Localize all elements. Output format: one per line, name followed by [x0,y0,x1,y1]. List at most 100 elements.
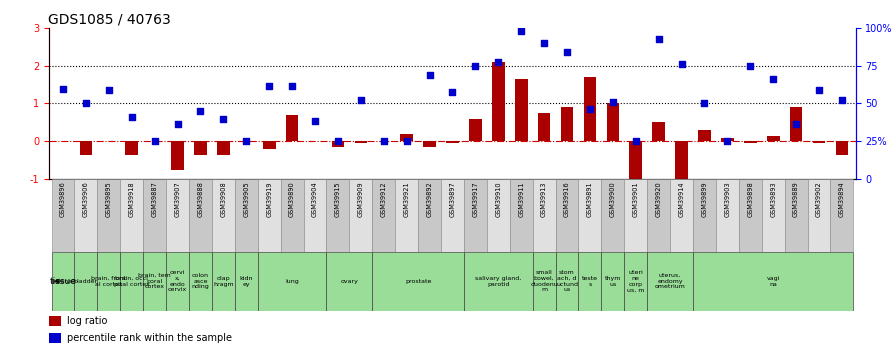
Bar [721,138,734,141]
Text: cervi
x,
endo
cervix: cervi x, endo cervix [168,270,187,292]
Text: lung: lung [285,279,299,284]
Point [422,72,436,78]
Bar [693,179,716,252]
Bar [373,179,395,252]
Bar [166,179,189,252]
Text: GSM39897: GSM39897 [450,181,455,217]
Bar [464,179,487,252]
Point [194,108,208,114]
Bar [280,179,304,252]
Bar [143,252,166,310]
Bar [789,107,803,141]
Text: kidn
ey: kidn ey [239,276,253,287]
Bar [556,179,579,252]
Bar [739,179,762,252]
Bar [670,179,693,252]
Bar [579,179,601,252]
Point [514,29,529,34]
Bar [446,141,459,144]
Bar [625,179,647,252]
Point [582,106,597,112]
Point [720,139,735,144]
Text: GSM39903: GSM39903 [724,181,730,217]
Bar [744,141,756,144]
Bar [120,179,143,252]
Point [148,139,162,144]
Bar [125,141,138,155]
Point [285,83,299,88]
Bar [532,252,556,310]
Bar [194,141,207,155]
Point [400,139,414,144]
Text: GSM39918: GSM39918 [129,181,134,217]
Text: tissue: tissue [50,277,77,286]
Bar [189,179,212,252]
Bar [807,179,831,252]
Bar [601,179,625,252]
Bar [143,179,166,252]
Text: uterus,
endomy
ometrium: uterus, endomy ometrium [655,273,685,289]
Point [675,61,689,66]
Bar [49,316,61,326]
Point [308,118,323,123]
Bar [258,179,280,252]
Bar [349,179,373,252]
Text: GDS1085 / 40763: GDS1085 / 40763 [47,12,170,27]
Point [354,97,368,102]
Bar [212,179,235,252]
Bar [470,119,482,141]
Point [125,114,139,119]
Bar [98,252,120,310]
Bar [487,179,510,252]
Point [743,63,757,68]
Bar [785,179,807,252]
Bar [652,122,665,141]
Text: ovary: ovary [340,279,358,284]
Bar [423,141,435,147]
Bar [258,252,326,310]
Bar [693,252,853,310]
Text: GSM39913: GSM39913 [541,181,547,217]
Text: bladder: bladder [73,279,98,284]
Point [79,101,93,106]
Bar [263,141,275,149]
Bar [373,252,464,310]
Bar [762,179,785,252]
Bar [171,141,184,170]
Bar [561,107,573,141]
Bar [767,136,780,141]
Bar [52,179,74,252]
Bar [492,62,504,141]
Bar [98,179,120,252]
Text: GSM39896: GSM39896 [60,181,66,217]
Bar [80,141,92,155]
Bar [464,252,532,310]
Point [651,36,666,42]
Text: GSM39916: GSM39916 [564,181,570,217]
Bar [510,179,532,252]
Bar [401,134,413,141]
Bar [583,77,596,141]
Text: GSM39895: GSM39895 [106,181,112,217]
Text: GSM39901: GSM39901 [633,181,639,217]
Text: vagi
na: vagi na [766,276,780,287]
Bar [235,179,258,252]
Bar [625,252,647,310]
Bar [52,252,74,310]
Text: GSM39907: GSM39907 [175,181,181,217]
Text: GSM39902: GSM39902 [816,181,822,217]
Bar [676,141,688,183]
Text: GSM39904: GSM39904 [312,181,318,217]
Bar [532,179,556,252]
Point [812,87,826,93]
Bar [601,252,625,310]
Text: adrenal: adrenal [51,279,75,284]
Text: thym
us: thym us [605,276,621,287]
Text: teste
s: teste s [582,276,598,287]
Bar [579,252,601,310]
Text: GSM39893: GSM39893 [771,181,776,217]
Bar [217,141,229,155]
Point [239,139,254,144]
Text: GSM39911: GSM39911 [518,181,524,217]
Text: stom
ach, d
uctund
us: stom ach, d uctund us [556,270,578,292]
